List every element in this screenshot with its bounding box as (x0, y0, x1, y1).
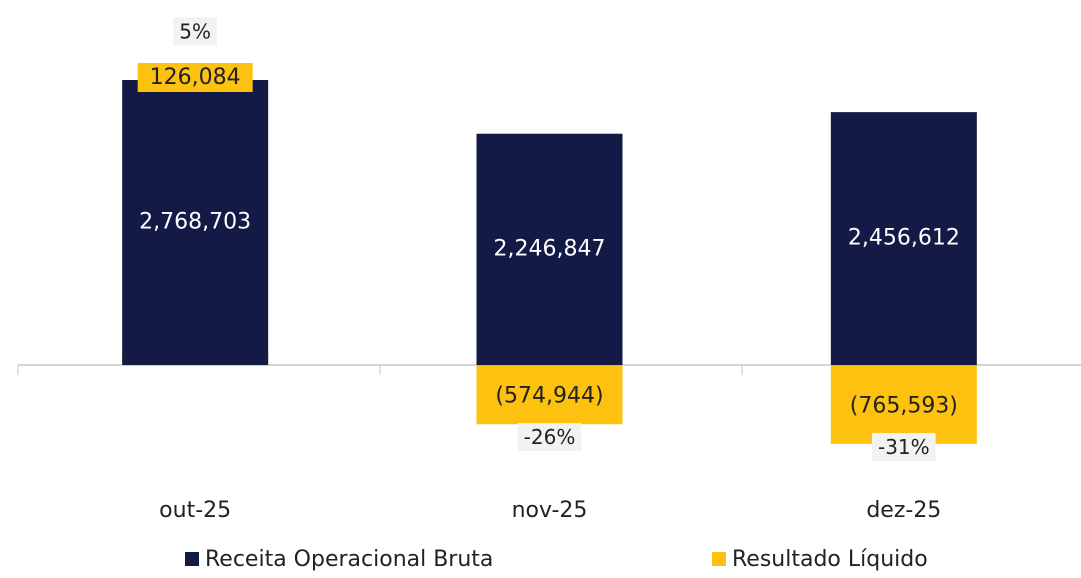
label-group: 5% (173, 17, 218, 46)
value-label: 2,456,612 (848, 226, 960, 251)
label-background (871, 432, 936, 461)
annotation: -26% (524, 425, 576, 449)
annotation: 5% (179, 19, 211, 43)
value-label: (574,944) (495, 384, 603, 409)
legend-swatch (185, 552, 199, 566)
label-background (173, 17, 218, 46)
bar (830, 112, 977, 366)
legend-label: Resultado Líquido (732, 547, 928, 572)
value-label: 2,246,847 (494, 236, 606, 261)
x-tick-label: nov-25 (512, 498, 588, 523)
value-label: 2,768,703 (139, 210, 251, 235)
x-tick-label: dez-25 (866, 498, 941, 523)
annotation: -31% (878, 435, 930, 459)
x-tick-label: out-25 (159, 498, 231, 523)
legend-swatch (712, 552, 726, 566)
label-group: (765,593) (837, 391, 970, 421)
label-group: 126,084 (137, 62, 253, 92)
label-group: -31% (871, 432, 936, 461)
label-background (137, 62, 253, 92)
bar (476, 133, 623, 366)
label-background (837, 391, 970, 421)
label-group: -26% (517, 423, 582, 452)
label-background (517, 423, 582, 452)
bar (122, 79, 269, 366)
value-label: 126,084 (150, 65, 241, 90)
label-group: (574,944) (483, 381, 616, 411)
value-label: (765,593) (850, 393, 958, 418)
label-background (483, 381, 616, 411)
legend-label: Receita Operacional Bruta (205, 547, 493, 572)
